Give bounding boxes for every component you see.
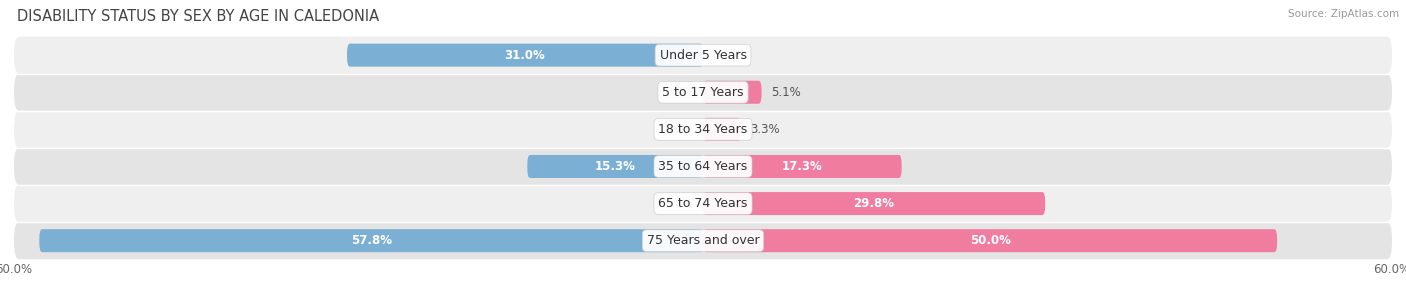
Text: DISABILITY STATUS BY SEX BY AGE IN CALEDONIA: DISABILITY STATUS BY SEX BY AGE IN CALED… [17,9,380,24]
Text: 57.8%: 57.8% [350,234,392,247]
FancyBboxPatch shape [14,37,1392,74]
FancyBboxPatch shape [14,185,1392,222]
FancyBboxPatch shape [14,148,1392,185]
Text: 0.0%: 0.0% [664,86,693,99]
FancyBboxPatch shape [703,118,741,141]
Text: 15.3%: 15.3% [595,160,636,173]
Text: 5 to 17 Years: 5 to 17 Years [662,86,744,99]
Text: 17.3%: 17.3% [782,160,823,173]
FancyBboxPatch shape [39,229,703,252]
FancyBboxPatch shape [14,222,1392,259]
Text: Source: ZipAtlas.com: Source: ZipAtlas.com [1288,9,1399,19]
FancyBboxPatch shape [14,74,1392,111]
Text: 5.1%: 5.1% [770,86,800,99]
Text: 29.8%: 29.8% [853,197,894,210]
FancyBboxPatch shape [14,111,1392,148]
Text: 35 to 64 Years: 35 to 64 Years [658,160,748,173]
Text: 50.0%: 50.0% [970,234,1011,247]
Text: 0.0%: 0.0% [713,49,742,62]
Text: 18 to 34 Years: 18 to 34 Years [658,123,748,136]
FancyBboxPatch shape [703,81,762,104]
Text: 0.0%: 0.0% [664,123,693,136]
FancyBboxPatch shape [703,192,1045,215]
Text: 3.3%: 3.3% [749,123,780,136]
FancyBboxPatch shape [703,229,1277,252]
FancyBboxPatch shape [347,44,703,67]
FancyBboxPatch shape [703,155,901,178]
Text: 65 to 74 Years: 65 to 74 Years [658,197,748,210]
Text: 0.0%: 0.0% [664,197,693,210]
FancyBboxPatch shape [527,155,703,178]
Text: 75 Years and over: 75 Years and over [647,234,759,247]
Text: Under 5 Years: Under 5 Years [659,49,747,62]
Text: 31.0%: 31.0% [505,49,546,62]
